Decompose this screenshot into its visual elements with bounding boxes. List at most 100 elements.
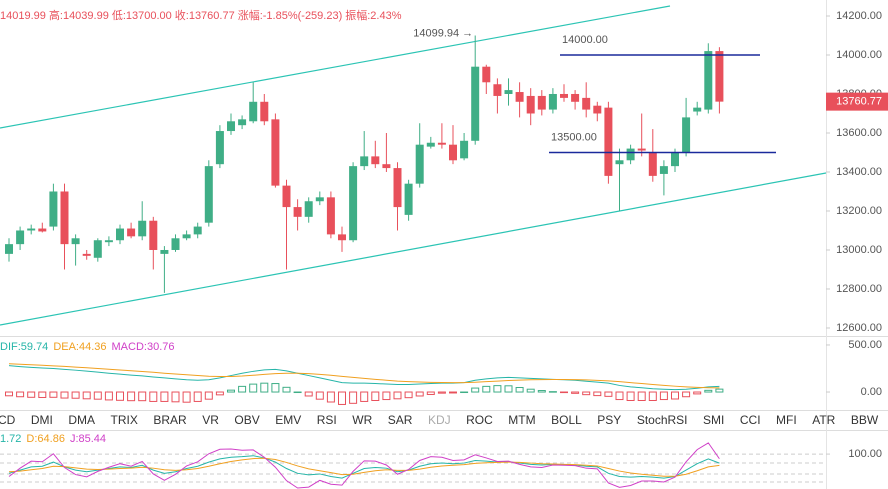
candle-body	[171, 238, 180, 250]
indicator-tab[interactable]: ROC	[466, 413, 493, 427]
candle-body	[149, 220, 158, 250]
macd-bar	[682, 391, 691, 398]
macd-bar	[715, 388, 724, 393]
macd-bar	[138, 391, 147, 402]
macd-bar	[49, 391, 58, 398]
macd-bar	[204, 391, 213, 400]
indicator-tab[interactable]: MTM	[508, 413, 536, 427]
indicator-tab[interactable]: TRIX	[110, 413, 138, 427]
y-tick-label: 100.00	[848, 448, 882, 460]
candle-body	[659, 166, 668, 174]
candle-body	[548, 93, 557, 110]
macd-bar	[182, 391, 191, 403]
legend: 1.72 D:64.86 J:85.44	[0, 433, 106, 445]
indicator-tab[interactable]: EMV	[275, 413, 302, 427]
indicator-tab[interactable]: ATR	[812, 413, 836, 427]
candle-body	[604, 107, 613, 176]
y-tick-label: 12800.00	[836, 283, 882, 295]
candle-body	[471, 66, 480, 141]
legend-entry: DIF:59.74	[0, 341, 48, 353]
indicator-tab[interactable]: SAR	[387, 413, 413, 427]
candle-body	[371, 156, 380, 165]
indicator-line	[8, 365, 720, 391]
ohlc-info: 14019.99 高:14039.99 低:13700.00 收:13760.77 涨幅…	[0, 8, 402, 22]
candle-body	[648, 152, 657, 176]
macd-bar	[704, 389, 713, 393]
candle-body	[415, 144, 424, 184]
candle-body	[626, 148, 635, 161]
candle-body	[671, 152, 679, 167]
indicator-tab[interactable]: WR	[352, 413, 373, 427]
indicator-line	[8, 457, 720, 477]
indicator-tab[interactable]: MFI	[776, 413, 797, 427]
macd-bar	[504, 385, 513, 393]
indicator-tab[interactable]: SMI	[703, 413, 725, 427]
indicator-tab[interactable]: StochRSI	[636, 413, 688, 427]
indicator-tab[interactable]: BRAR	[153, 413, 187, 427]
indicator-tab[interactable]: OBV	[234, 413, 260, 427]
indicator-tab[interactable]: DMI	[30, 413, 53, 427]
macd-bar	[160, 391, 169, 402]
macd-bar	[482, 385, 491, 393]
macd-bar	[338, 391, 346, 405]
candle-body	[515, 92, 524, 102]
indicator-tab[interactable]: CCI	[739, 413, 761, 427]
y-tick-label: 13400.00	[836, 166, 882, 178]
candle-body	[38, 228, 47, 232]
indicator-tab[interactable]: RSI	[316, 413, 337, 427]
candle-body	[160, 249, 169, 254]
macd-bar	[648, 391, 657, 401]
candle-body	[5, 244, 13, 254]
channel-line	[0, 172, 827, 326]
indicator-tab[interactable]: VR	[202, 413, 219, 427]
macd-bar	[27, 391, 36, 398]
price-level-label: 14000.00	[562, 34, 608, 46]
macd-bar	[293, 391, 302, 394]
candle-body	[582, 97, 591, 110]
indicator-tab[interactable]: BOLL	[551, 413, 582, 427]
candle-body	[504, 90, 513, 94]
indicator-tab[interactable]: KDJ	[427, 413, 451, 427]
macd-bar	[393, 391, 402, 400]
indicator-tab[interactable]: DMA	[68, 413, 96, 427]
y-tick-label: 14000.00	[836, 49, 882, 61]
y-tick-label: 13200.00	[836, 205, 882, 217]
candle-body	[571, 93, 580, 102]
legend-entry: MACD:30.76	[112, 341, 175, 353]
candle-body	[715, 51, 724, 102]
macd-bar	[215, 391, 224, 396]
candle-body	[349, 166, 358, 241]
y-tick-label: 500.00	[848, 339, 882, 351]
candle-body	[227, 121, 235, 132]
candle-body	[693, 107, 702, 112]
macd-bar	[304, 391, 313, 397]
macd-bar	[460, 391, 469, 394]
y-tick-label: 0.00	[861, 386, 882, 398]
candle-body	[238, 119, 247, 126]
candle-body	[460, 140, 469, 159]
indicator-tab[interactable]: BBW	[850, 413, 879, 427]
macd-bar	[560, 391, 568, 394]
candle-body	[60, 191, 69, 245]
macd-bar	[360, 391, 369, 402]
y-tick-label: 14200.00	[836, 10, 882, 22]
candle-body	[204, 166, 213, 223]
legend-entry: DEA:44.36	[53, 341, 106, 353]
candle-body	[304, 201, 313, 217]
indicator-line	[8, 455, 720, 479]
indicator-tab[interactable]: PSY	[597, 413, 622, 427]
macd-bar	[604, 391, 613, 397]
macd-bar	[282, 386, 291, 393]
macd-bar	[326, 391, 335, 403]
info-item: 涨幅:-1.85%(-259.23)	[238, 9, 343, 22]
indicator-line	[8, 442, 720, 489]
macd-bar	[426, 391, 435, 395]
macd-bar	[227, 389, 235, 393]
indicator-tabs: CD DMI DMA TRIX BRAR VR OBV EMV RSI WR SAR KDJ ROC MT…	[0, 411, 888, 429]
macd-bar	[471, 387, 480, 393]
macd-bar	[38, 391, 47, 398]
indicator-tab[interactable]: CD	[0, 413, 16, 427]
info-item: 振幅:2.43%	[345, 8, 401, 22]
candle-body	[526, 95, 535, 114]
